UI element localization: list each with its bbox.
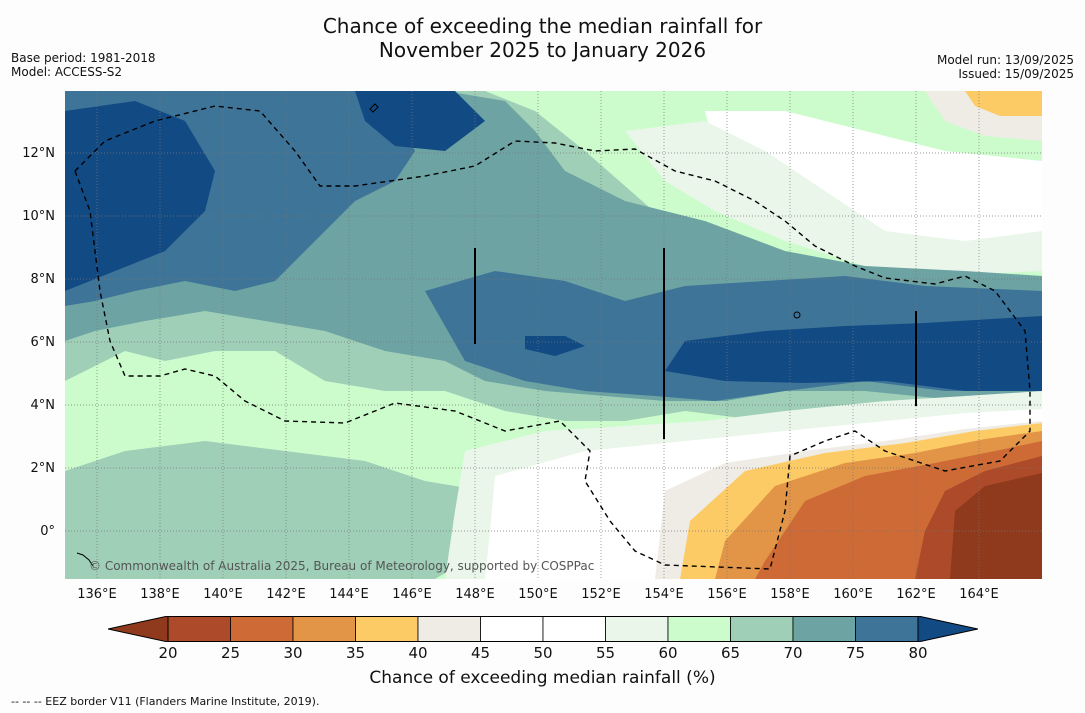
lon-label-142e: 142°E <box>266 587 306 602</box>
contour-80-north <box>355 91 485 151</box>
lon-label-138e: 138°E <box>140 587 180 602</box>
islands <box>76 103 801 567</box>
lon-label-160e: 160°E <box>833 587 873 602</box>
colorbar-tick-40: 40 <box>408 644 428 662</box>
colorbar-bin-50-55 <box>542 616 606 642</box>
contour-35-northeast <box>965 91 1042 116</box>
lon-label-162e: 162°E <box>896 587 936 602</box>
lon-label-150e: 150°E <box>518 587 558 602</box>
colorbar-bin-65-70 <box>730 616 794 642</box>
island-southwest <box>76 552 94 567</box>
lon-label-164e: 164°E <box>959 587 999 602</box>
lon-label-156e: 156°E <box>707 587 747 602</box>
colorbar-tick-55: 55 <box>595 644 616 662</box>
colorbar-tick-70: 70 <box>783 644 803 662</box>
contour-80-east <box>665 316 1042 391</box>
colorbar-bin-55-60 <box>605 616 669 642</box>
island-east <box>793 311 801 319</box>
lat-label-4n: 4°N <box>30 398 56 413</box>
colorbar-tick-65: 65 <box>720 644 741 662</box>
title-line-1: Chance of exceeding the median rainfall … <box>322 14 763 38</box>
model-text: Model: ACCESS-S2 <box>11 65 123 79</box>
model-run-text: Model run: 13/09/2025 <box>936 53 1074 67</box>
lat-label-0: 0° <box>40 524 55 539</box>
lat-label-2n: 2°N <box>30 461 56 476</box>
title-line-2: November 2025 to January 2026 <box>378 38 707 62</box>
rainfall-map <box>65 91 1042 579</box>
contour-65-south <box>65 441 495 579</box>
chart-title: Chance of exceeding the median rainfall … <box>0 14 1085 62</box>
meta-right: Model run: 13/09/2025 Issued: 15/09/2025 <box>937 53 1074 81</box>
lat-label-6n: 6°N <box>30 335 56 350</box>
base-period-text: Base period: 1981-2018 <box>11 51 156 65</box>
colorbar-bin-35-40 <box>355 616 419 642</box>
island-north <box>369 103 379 113</box>
colorbar-tick-35: 35 <box>345 644 366 662</box>
colorbar-tick-25: 25 <box>220 644 241 662</box>
meta-left: Base period: 1981-2018 Model: ACCESS-S2 <box>11 51 156 79</box>
contour-80-west <box>65 101 215 291</box>
colorbar-tick-75: 75 <box>845 644 866 662</box>
lon-label-148e: 148°E <box>455 587 495 602</box>
eez-footnote: -- -- -- EEZ border V11 (Flanders Marine… <box>11 695 320 708</box>
eez-border <box>74 105 1031 570</box>
lat-label-10n: 10°N <box>22 209 55 224</box>
colorbar-over-arrow <box>917 616 978 642</box>
lat-label-12n: 12°N <box>22 146 55 161</box>
lon-label-136e: 136°E <box>77 587 117 602</box>
lon-label-152e: 152°E <box>581 587 621 602</box>
colorbar-bin-30-35 <box>292 616 356 642</box>
contour-80-mid <box>525 336 585 356</box>
colorbar-bin-45-50 <box>480 616 544 642</box>
colorbar-tick-50: 50 <box>533 644 553 662</box>
colorbar-bin-25-30 <box>230 616 294 642</box>
colorbar-tick-80: 80 <box>908 644 928 662</box>
lon-label-146e: 146°E <box>392 587 432 602</box>
colorbar-bin-20-25 <box>167 616 231 642</box>
colorbar-tick-45: 45 <box>470 644 491 662</box>
graticule <box>65 91 1042 579</box>
colorbar-outline <box>167 616 919 642</box>
colorbar-tick-60: 60 <box>658 644 678 662</box>
colorbar-bin-40-45 <box>417 616 481 642</box>
contour-50-north <box>705 111 1042 251</box>
lon-label-140e: 140°E <box>203 587 243 602</box>
lon-label-154e: 154°E <box>644 587 684 602</box>
copyright-notice: © Commonwealth of Australia 2025, Bureau… <box>89 559 595 573</box>
colorbar-under-arrow <box>108 616 169 642</box>
contour-20-south <box>950 473 1042 579</box>
contour-55-north <box>625 121 1042 276</box>
colorbar-tick-20: 20 <box>158 644 178 662</box>
colorbar-tick-30: 30 <box>283 644 303 662</box>
colorbar <box>108 616 978 642</box>
lat-label-8n: 8°N <box>30 272 56 287</box>
rainfall-map-svg <box>65 91 1042 579</box>
colorbar-bin-60-65 <box>667 616 731 642</box>
colorbar-title: Chance of exceeding median rainfall (%) <box>369 668 716 688</box>
colorbar-bin-70-75 <box>792 616 856 642</box>
lon-label-144e: 144°E <box>329 587 369 602</box>
colorbar-bin-75-80 <box>855 616 919 642</box>
issued-text: Issued: 15/09/2025 <box>958 67 1074 81</box>
lon-label-158e: 158°E <box>770 587 810 602</box>
